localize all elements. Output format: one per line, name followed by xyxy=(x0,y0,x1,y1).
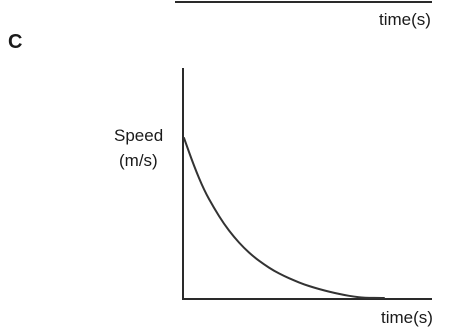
prev-panel-x-axis-label: time(s) xyxy=(379,10,431,29)
speed-curve xyxy=(183,137,385,299)
x-axis-label: time(s) xyxy=(381,308,433,327)
y-axis-label-line1: Speed xyxy=(114,126,163,145)
y-axis-label-line2: (m/s) xyxy=(119,151,158,170)
panel-letter: C xyxy=(8,31,22,53)
